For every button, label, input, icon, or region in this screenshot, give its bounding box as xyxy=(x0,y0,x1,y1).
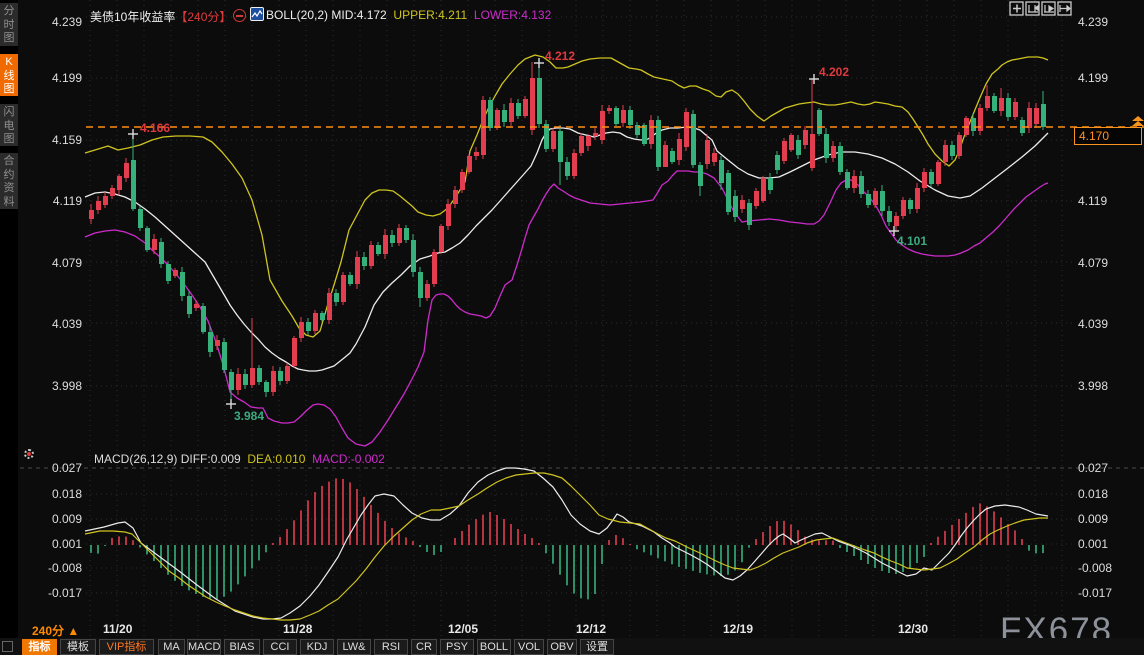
svg-text:3.984: 3.984 xyxy=(234,409,264,423)
svg-text:4.202: 4.202 xyxy=(819,65,849,79)
svg-text:4.212: 4.212 xyxy=(545,49,575,63)
svg-text:4.166: 4.166 xyxy=(140,121,170,135)
svg-text:4.101: 4.101 xyxy=(897,234,927,248)
